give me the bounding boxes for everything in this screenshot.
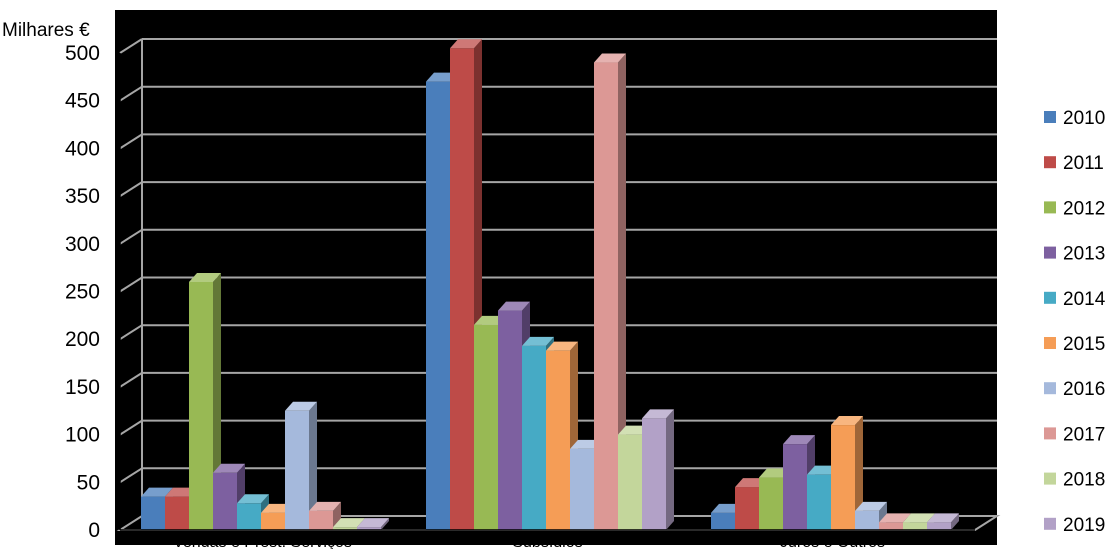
- legend-item: 2017: [1044, 424, 1105, 445]
- gridline-side: [119, 133, 143, 150]
- y-tick-label: 400: [65, 137, 100, 160]
- legend-label: 2019: [1063, 515, 1105, 536]
- y-tick-label: 450: [65, 90, 100, 113]
- legend-swatch: [1044, 156, 1056, 169]
- bar: [594, 53, 626, 530]
- legend-swatch: [1044, 111, 1056, 123]
- legend-swatch: [1044, 472, 1056, 485]
- bar: [189, 272, 221, 530]
- gridline-side: [119, 85, 143, 102]
- bar: [357, 518, 389, 530]
- legend-item: 2013: [1044, 244, 1105, 265]
- bar: [642, 409, 674, 530]
- legend-swatch: [1044, 246, 1056, 259]
- y-tick-label: 50: [77, 471, 100, 494]
- gridline-side: [119, 181, 143, 197]
- legend-item: 2014: [1044, 289, 1106, 310]
- legend-label: 2018: [1063, 470, 1105, 491]
- y-axis-unit-label: Milhares €: [2, 20, 90, 41]
- legend-swatch: [1044, 337, 1056, 349]
- legend-item: 2011: [1044, 153, 1104, 174]
- bar: [783, 435, 815, 530]
- gridline-side: [119, 228, 143, 245]
- legend-label: 2013: [1063, 244, 1105, 265]
- y-tick-label: 250: [65, 281, 100, 304]
- bar: [285, 401, 317, 530]
- gridline-side: [119, 372, 143, 388]
- legend-label: 2011: [1063, 153, 1104, 174]
- bar: [831, 416, 863, 530]
- legend-swatch: [1044, 427, 1056, 440]
- legend-item: 2016: [1044, 379, 1105, 400]
- x-category-label: Vendas e Prest. Serviços: [173, 534, 352, 549]
- legend-item: 2012: [1044, 198, 1105, 219]
- legend-item: 2019: [1044, 515, 1105, 536]
- legend-item: 2015: [1044, 334, 1105, 355]
- y-tick-label: 350: [65, 185, 100, 208]
- legend-item: 2010: [1044, 108, 1105, 129]
- gridline-side: [119, 38, 143, 54]
- legend-label: 2015: [1063, 334, 1105, 355]
- bars: [141, 39, 959, 531]
- legend-swatch: [1044, 517, 1056, 530]
- gridline-side: [119, 276, 143, 293]
- x-category-label: Subsídios: [512, 534, 582, 549]
- legend-item: 2018: [1044, 470, 1105, 491]
- y-tick-label: 500: [65, 42, 100, 65]
- y-tick-label: 300: [65, 233, 100, 256]
- bar: [927, 513, 959, 530]
- bar: [855, 501, 887, 530]
- legend-label: 2012: [1063, 198, 1105, 219]
- gridline-side: [119, 419, 143, 436]
- legend-label: 2017: [1063, 424, 1105, 445]
- x-axis: Vendas e Prest. Serviços Subsídios Juros e…: [119, 53, 975, 549]
- y-tick-label: 150: [65, 376, 100, 399]
- gridline-side: [119, 467, 143, 484]
- legend-label: 2016: [1063, 379, 1105, 400]
- legend-label: 2010: [1063, 108, 1105, 129]
- y-axis: 0 50 100 150 200 250 300 350 400 450 500: [65, 42, 100, 542]
- legend-swatch: [1044, 201, 1056, 214]
- bar: [309, 501, 341, 530]
- y-tick-label: 200: [65, 328, 100, 351]
- y-tick-label: 0: [88, 519, 100, 542]
- legend-label: 2014: [1063, 289, 1106, 310]
- x-category-label: Juros e Outros: [780, 534, 885, 549]
- legend: 2010 2011 2012 2013 2014 2015 2016 2017 2018 2019: [1044, 108, 1106, 536]
- legend-swatch: [1044, 382, 1056, 395]
- gridline-side: [119, 324, 143, 341]
- y-tick-label: 100: [65, 424, 100, 447]
- legend-swatch: [1044, 291, 1056, 304]
